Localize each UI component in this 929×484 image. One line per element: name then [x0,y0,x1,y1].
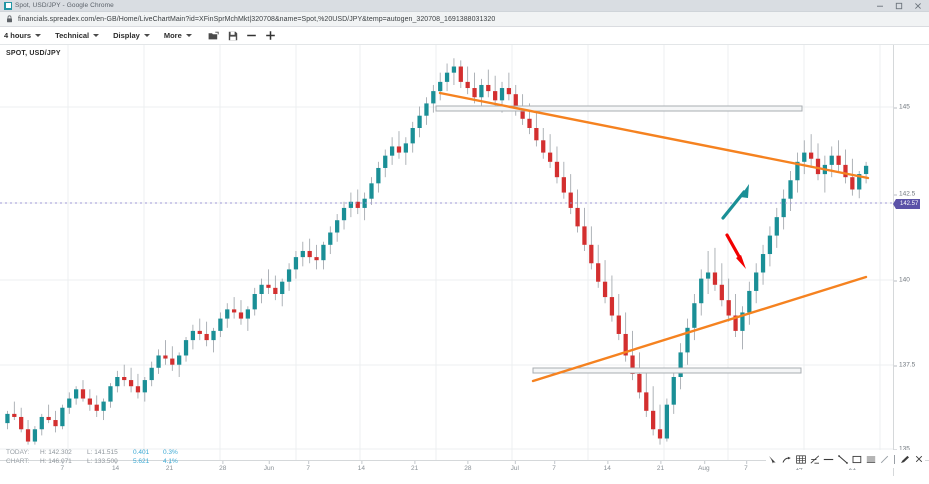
stats-chart-percent: 4.1% [163,458,178,465]
pencil-tool[interactable] [898,452,911,467]
display-menu-label: Display [113,31,140,40]
chevron-down-icon [185,34,192,37]
minimize-icon[interactable] [870,0,889,12]
pitchfork-tool[interactable] [808,452,821,467]
fibonacci-tool[interactable] [864,452,877,467]
time-tick: 14 [603,461,611,472]
time-tick: Jul [510,461,519,472]
delete-tool[interactable] [912,452,925,467]
tools-separator [894,454,895,464]
time-tick: 21 [656,461,665,472]
candlestick-series [5,58,869,445]
chevron-down-icon [35,34,42,37]
technical-menu[interactable]: Technical [55,31,100,40]
window-controls [870,0,927,12]
support-level-box[interactable] [532,367,802,374]
time-tick: 7 [306,461,310,472]
time-tick: 21 [411,461,419,472]
bearish-arrow[interactable] [725,233,746,269]
price-tick-142-5: 142.5 [893,190,916,198]
stats-today-percent: 0.3% [163,449,178,456]
upper-descending-trendline[interactable] [438,91,870,180]
chart-plot[interactable] [0,45,893,460]
current-price-badge: 142.57 [896,199,921,209]
stats-today-high: H: 142.302 [40,449,72,456]
trendline-tool[interactable] [836,452,849,467]
lower-ascending-trendline[interactable] [531,275,868,383]
cursor-tool[interactable] [766,452,779,467]
stats-row-chart: CHART: H: 146.071 L: 133.500 5.621 4.1% [6,457,178,466]
stats-chart-label: CHART: [6,458,30,465]
bullish-arrow[interactable] [721,184,749,220]
browser-titlebar: Spot, USD/JPY - Google Chrome [0,0,929,12]
chart-stats-panel: TODAY: H: 142.302 L: 141.515 0.401 0.3% … [6,448,178,466]
browser-tab-title[interactable]: Spot, USD/JPY - Google Chrome [15,2,114,9]
stats-chart-low: L: 133.500 [87,458,118,465]
time-tick: Aug [698,461,710,472]
rectangle-tool[interactable] [850,452,863,467]
horizontal-line-tool[interactable] [822,452,835,467]
chart-area[interactable]: SPOT, USD/JPY [0,45,929,484]
price-tick-137-5: 137.5 [893,361,916,369]
chart-svg[interactable] [0,45,893,460]
zoom-out-icon[interactable] [244,28,260,44]
chevron-down-icon [93,34,100,37]
price-tick-135: 135 [894,445,910,453]
time-axis[interactable]: 7 14 21 28 Jun 7 14 21 28 Jul 7 14 21 Aug 7 14 21 [0,460,893,476]
time-tick: 7 [552,461,556,472]
time-tick: 14 [357,461,366,472]
stats-chart-high: H: 146.071 [40,458,72,465]
grid-tool[interactable] [794,452,807,467]
horizontal-gridlines [0,106,893,450]
stats-chart-change: 5.621 [133,458,150,465]
vertical-gridlines [67,45,881,460]
price-tick-140: 140 [894,276,910,284]
chevron-down-icon [143,34,150,37]
stats-today-change: 0.401 [133,449,150,456]
time-tick: 7 [60,461,65,472]
close-icon[interactable] [908,0,927,12]
maximize-icon[interactable] [889,0,908,12]
curved-arrow-tool[interactable] [780,452,793,467]
open-folder-icon[interactable] [206,28,222,44]
chart-toolbar: 4 hours Technical Display More [0,27,929,45]
stats-today-low: L: 141.515 [87,449,118,456]
time-tick: 21 [165,461,174,472]
drawing-tools-bar [766,450,925,468]
display-menu[interactable]: Display [113,31,150,40]
spreadex-favicon [4,1,12,10]
url-text[interactable]: financials.spreadex.com/en-GB/Home/LiveC… [18,15,496,23]
ray-tool[interactable] [878,452,891,467]
time-tick: 7 [744,461,748,472]
stats-today-label: TODAY: [6,449,30,456]
more-menu-label: More [163,31,182,40]
time-tick: 28 [464,461,472,472]
price-axis[interactable]: 145 142.5 140 137.5 135 142.57 [893,45,929,460]
lock-icon [6,15,13,23]
address-bar[interactable]: financials.spreadex.com/en-GB/Home/LiveC… [0,12,929,27]
more-menu[interactable]: More [164,31,192,40]
save-icon[interactable] [225,28,241,44]
time-tick: 14 [111,461,120,472]
technical-menu-label: Technical [55,31,90,40]
timeframe-menu[interactable]: 4 hours [4,31,42,40]
time-tick: 28 [219,461,227,472]
stats-row-today: TODAY: H: 142.302 L: 141.515 0.401 0.3% [6,448,178,457]
time-tick: Jun [263,461,275,472]
resistance-level-box[interactable] [435,105,803,112]
chart-symbol-label: SPOT, USD/JPY [6,50,61,57]
timeframe-menu-label: 4 hours [4,31,32,40]
zoom-in-icon[interactable] [263,28,279,44]
price-tick-145: 145 [894,103,910,111]
